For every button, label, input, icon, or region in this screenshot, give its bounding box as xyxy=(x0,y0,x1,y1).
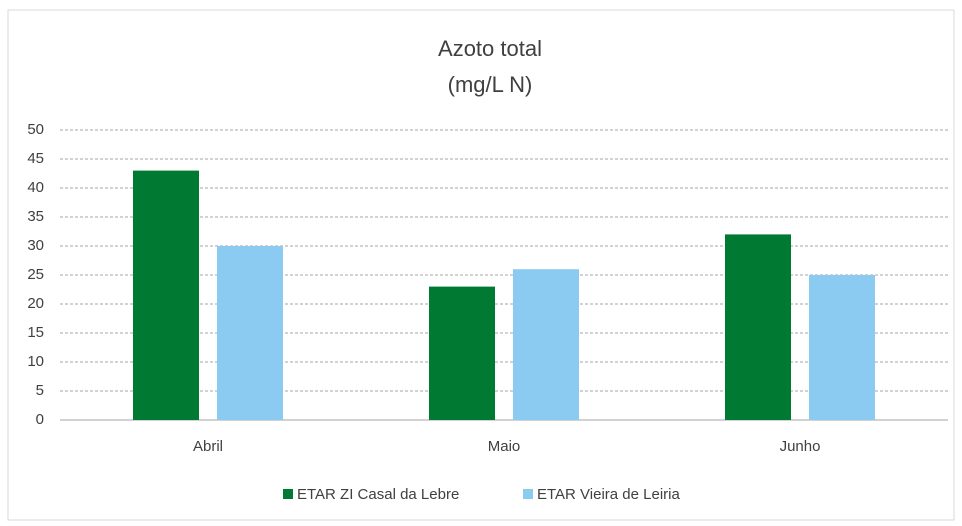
y-tick-label: 45 xyxy=(27,150,44,167)
x-tick-label: Abril xyxy=(193,438,223,455)
x-tick-label: Maio xyxy=(488,438,521,455)
bar xyxy=(133,170,199,420)
x-tick-label: Junho xyxy=(780,438,821,455)
legend-label: ETAR ZI Casal da Lebre xyxy=(297,486,459,503)
y-tick-label: 30 xyxy=(27,237,44,254)
y-tick-label: 50 xyxy=(27,121,44,138)
bar xyxy=(725,234,791,420)
y-tick-label: 5 xyxy=(36,382,44,399)
y-tick-label: 40 xyxy=(27,179,44,196)
bar xyxy=(429,286,495,420)
legend-swatch xyxy=(523,489,533,499)
y-tick-label: 25 xyxy=(27,266,44,283)
y-tick-label: 15 xyxy=(27,324,44,341)
y-tick-label: 20 xyxy=(27,295,44,312)
legend-swatch xyxy=(283,489,293,499)
y-tick-label: 10 xyxy=(27,353,44,370)
chart-title: Azoto total xyxy=(438,36,542,61)
y-tick-label: 0 xyxy=(36,411,44,428)
legend-label: ETAR Vieira de Leiria xyxy=(537,486,681,503)
y-tick-label: 35 xyxy=(27,208,44,225)
bar xyxy=(217,246,283,420)
chart-subtitle: (mg/L N) xyxy=(448,72,533,97)
bar xyxy=(809,275,875,420)
bar xyxy=(513,269,579,420)
